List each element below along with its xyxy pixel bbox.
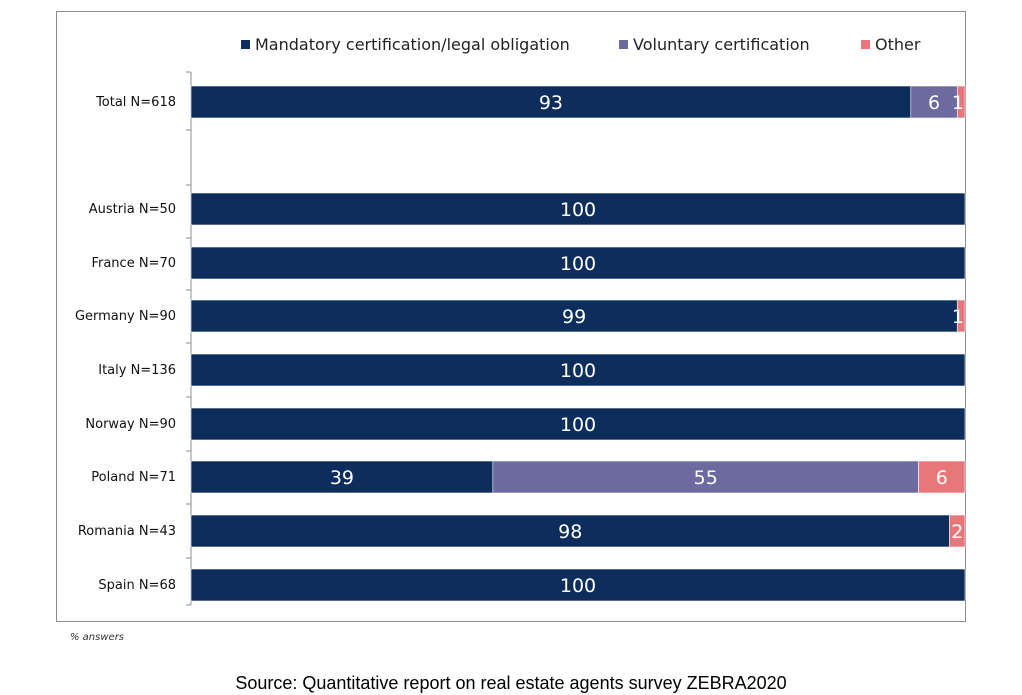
source-caption: Source: Quantitative report on real esta… (235, 673, 787, 693)
data-label: 1 (952, 92, 964, 114)
data-label: 100 (560, 360, 596, 382)
data-label: 6 (936, 467, 948, 489)
bar-segment (190, 568, 966, 602)
chart-frame (56, 11, 966, 622)
bar-segment (190, 299, 958, 333)
data-label: 93 (539, 92, 563, 114)
category-label: Romania N=43 (78, 524, 176, 539)
bar-segment (492, 460, 919, 494)
legend-label: Other (875, 35, 921, 54)
data-label: 98 (558, 521, 582, 543)
category-label: Norway N=90 (85, 417, 176, 432)
data-label: 6 (928, 92, 940, 114)
data-label: 100 (560, 414, 596, 436)
bar-segment (190, 514, 950, 548)
data-label: 100 (560, 253, 596, 275)
category-label: Italy N=136 (98, 363, 176, 378)
data-label: 100 (560, 199, 596, 221)
bar-segment (910, 85, 958, 119)
bar-segment (190, 85, 912, 119)
bar-segment (190, 246, 966, 280)
bar-segment (190, 192, 966, 226)
data-label: 55 (694, 467, 718, 489)
bar-segment (956, 85, 966, 119)
footnote: % answers (70, 632, 125, 643)
legend-swatch (861, 40, 870, 49)
category-label: Spain N=68 (98, 578, 176, 593)
bar-segment (190, 353, 966, 387)
legend-swatch (619, 40, 628, 49)
data-label: 100 (560, 575, 596, 597)
bar-segment (956, 299, 966, 333)
legend-label: Voluntary certification (633, 35, 810, 54)
legend-swatch (241, 40, 250, 49)
data-label: 99 (562, 306, 586, 328)
data-label: 2 (951, 521, 963, 543)
data-label: 39 (330, 467, 354, 489)
bar-segment (918, 460, 966, 494)
bar-segment (190, 407, 966, 441)
data-label: 1 (952, 306, 964, 328)
category-label: Austria N=50 (89, 202, 176, 217)
category-label: France N=70 (91, 256, 176, 271)
category-label: Germany N=90 (75, 309, 176, 324)
category-label: Total N=618 (95, 95, 176, 110)
legend-label: Mandatory certification/legal obligation (255, 35, 570, 54)
bar-segment (949, 514, 966, 548)
category-label: Poland N=71 (91, 470, 176, 485)
